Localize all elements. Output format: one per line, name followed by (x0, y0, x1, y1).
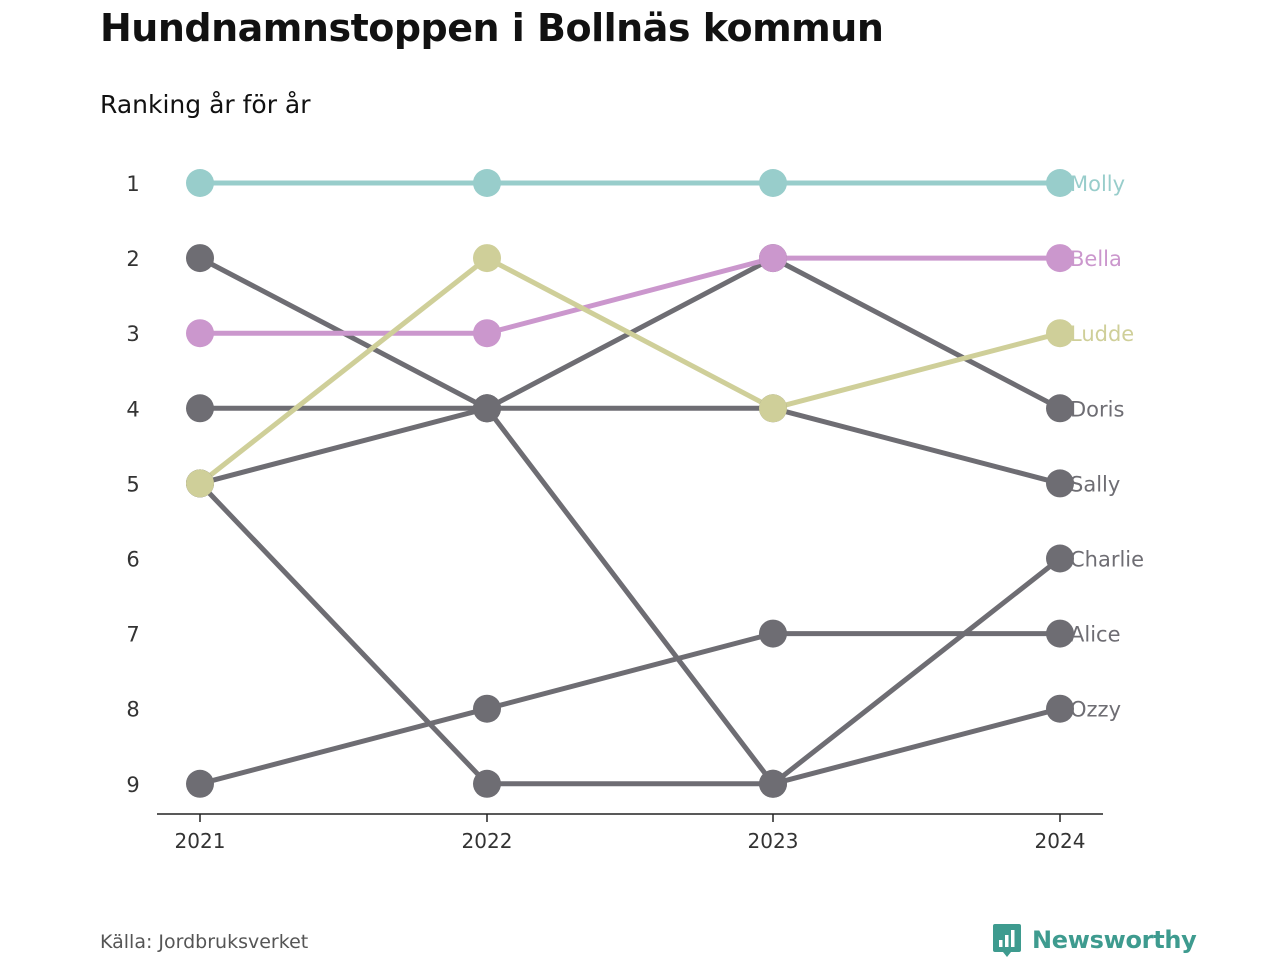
series-line (197, 480, 1063, 787)
data-point (186, 169, 214, 197)
data-point (1046, 394, 1074, 423)
chart-title: Hundnamnstoppen i Bollnäs kommun (100, 6, 884, 50)
data-point (759, 619, 787, 648)
data-point (186, 769, 214, 798)
series-label: Doris (1070, 397, 1124, 421)
bar-chart-speech-icon (993, 924, 1021, 957)
series-label: Molly (1070, 172, 1125, 196)
bump-chart: 1 2 3 4 5 6 7 8 9 2021 2022 2023 2024 Molly Bella Ludde… (126, 169, 1144, 853)
series-line (197, 631, 1063, 787)
data-point (1046, 244, 1074, 273)
y-tick-label: 8 (126, 698, 139, 722)
series-label: Ozzy (1070, 698, 1121, 722)
y-tick-label: 2 (126, 247, 139, 271)
data-point (759, 169, 787, 197)
y-tick-label: 7 (126, 623, 139, 647)
y-tick-label: 4 (126, 397, 139, 421)
data-point (1046, 319, 1074, 348)
data-point (1046, 694, 1074, 723)
data-point (759, 244, 787, 273)
x-tick-label: 2023 (748, 829, 799, 853)
data-point (473, 394, 501, 423)
data-point (759, 394, 787, 423)
data-point (1046, 544, 1074, 573)
source-note: Källa: Jordbruksverket (100, 931, 309, 953)
series-label: Charlie (1070, 548, 1144, 572)
series-line (197, 255, 1063, 336)
data-point (473, 169, 501, 197)
series-label: Alice (1070, 623, 1121, 647)
data-point (473, 769, 501, 798)
y-tick-label: 5 (126, 472, 139, 496)
data-point (186, 469, 214, 498)
brand-name: Newsworthy (1032, 926, 1197, 954)
chart-subtitle: Ranking år för år (100, 90, 311, 119)
data-point (186, 244, 214, 273)
x-tick-label: 2022 (462, 829, 513, 853)
data-point (1046, 469, 1074, 498)
series-label: Ludde (1070, 322, 1134, 346)
data-point (186, 319, 214, 348)
y-tick-label: 1 (126, 172, 139, 196)
x-tick-label: 2021 (175, 829, 226, 853)
y-tick-label: 3 (126, 322, 139, 346)
data-point (473, 694, 501, 723)
data-point (186, 394, 214, 423)
data-point (759, 769, 787, 798)
series-label: Bella (1070, 247, 1122, 271)
series-line (197, 255, 1063, 486)
series-line (197, 405, 1063, 787)
data-point (473, 244, 501, 273)
y-tick-label: 9 (126, 773, 139, 797)
y-tick-label: 6 (126, 548, 139, 572)
brand-logo[interactable]: Newsworthy (992, 922, 1197, 958)
x-tick-label: 2024 (1035, 829, 1086, 853)
series-label: Sally (1070, 472, 1120, 496)
data-point (1046, 169, 1074, 197)
data-point (473, 319, 501, 348)
data-point (1046, 619, 1074, 648)
